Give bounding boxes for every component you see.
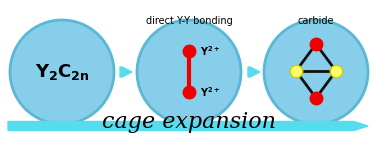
Ellipse shape [10,20,114,124]
Text: cage expansion: cage expansion [102,111,276,133]
Ellipse shape [264,20,368,124]
FancyArrow shape [248,67,260,77]
Text: $\mathbf{Y^{2+}}$: $\mathbf{Y^{2+}}$ [200,44,220,58]
Ellipse shape [137,20,241,124]
Text: $\mathbf{Y^{2+}}$: $\mathbf{Y^{2+}}$ [200,85,220,99]
Text: carbide: carbide [298,16,334,26]
FancyArrow shape [120,67,132,77]
Text: $\mathbf{Y_2C_{2n}}$: $\mathbf{Y_2C_{2n}}$ [35,62,89,82]
Text: direct Y-Y bonding: direct Y-Y bonding [146,16,232,26]
FancyArrow shape [8,122,368,130]
